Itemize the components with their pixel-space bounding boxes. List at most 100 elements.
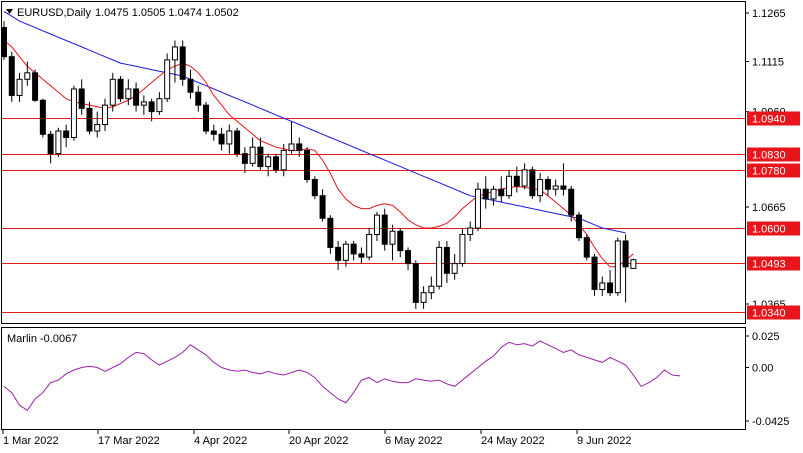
candle-body-25	[195, 91, 202, 106]
candle-body-23	[179, 46, 186, 80]
level-label-1: 1.0830	[752, 150, 786, 162]
candle-body-27	[210, 130, 217, 135]
indicator-tick-label-2: -0.0425	[752, 416, 789, 428]
price-tick-label-0: 1.1265	[752, 8, 786, 20]
candlestick-series	[1, 21, 637, 309]
candle-body-68	[529, 169, 536, 197]
level-label-box-1	[747, 147, 800, 162]
candle-body-18	[140, 101, 147, 106]
candle-body-43	[335, 246, 342, 261]
indicator-axis: 0.025 0.00 -0.0425	[745, 331, 789, 428]
candle-body-54	[420, 292, 427, 303]
time-tick-label-6: 9 Jun 2022	[577, 435, 631, 447]
candle-body-31	[241, 153, 248, 164]
candle-body-2	[16, 78, 23, 96]
time-tick-label-0: 1 Mar 2022	[3, 435, 59, 447]
candle-body-64	[498, 188, 505, 197]
level-label-5: 1.0340	[752, 308, 786, 320]
level-label-box-2	[747, 163, 800, 178]
candle-body-59	[459, 233, 466, 265]
candle-body-6	[47, 133, 54, 155]
candle-body-47	[366, 233, 373, 258]
candle-body-63	[490, 188, 497, 200]
time-tick-label-5: 24 May 2022	[481, 435, 545, 447]
candle-body-42	[327, 217, 334, 248]
candle-body-22	[171, 46, 178, 61]
price-tick-label-1: 1.1115	[752, 57, 784, 69]
candle-body-45	[350, 243, 357, 255]
chart-menu-triangle-icon[interactable]	[6, 9, 13, 14]
chart-header: EURUSD,Daily 1.0475 1.0505 1.0474 1.0502	[6, 7, 239, 19]
support-resistance-levels	[2, 118, 745, 313]
candle-body-57	[443, 246, 450, 274]
time-axis: 1 Mar 2022 17 Mar 2022 4 Apr 2022 20 Apr 20…	[2, 430, 631, 447]
candle-body-19	[148, 101, 155, 113]
level-label-2: 1.0780	[752, 166, 786, 178]
time-tick-label-2: 4 Apr 2022	[194, 435, 247, 447]
marlin-oscillator-line	[3, 340, 681, 411]
candle-body-20	[156, 98, 163, 113]
indicator-tick-label-1: 0.00	[752, 362, 773, 374]
indicator-tick-label-0: 0.025	[752, 331, 780, 343]
candle-body-11	[86, 107, 93, 132]
candle-body-0	[1, 27, 7, 58]
candle-body-76	[591, 256, 598, 290]
indicator-frame	[1, 327, 746, 430]
candle-body-28	[218, 133, 225, 145]
candle-body-51	[397, 230, 404, 252]
candle-body-35	[272, 156, 279, 171]
candle-body-16	[125, 88, 132, 100]
candle-body-38	[296, 143, 303, 151]
candle-body-17	[133, 88, 140, 106]
candle-body-74	[575, 214, 582, 239]
candle-body-62	[482, 188, 489, 200]
candle-body-52	[405, 250, 412, 265]
candle-body-32	[249, 146, 256, 164]
candle-body-72	[560, 185, 567, 190]
candle-body-37	[288, 143, 295, 151]
symbol-timeframe: EURUSD,Daily	[17, 7, 91, 19]
candle-body-21	[164, 59, 171, 100]
candle-body-71	[552, 185, 559, 190]
candle-body-66	[513, 175, 520, 187]
candle-body-80	[622, 240, 629, 268]
candle-body-73	[568, 188, 575, 216]
level-label-0: 1.0940	[752, 114, 786, 126]
candle-body-50	[389, 230, 396, 245]
candle-body-56	[436, 246, 443, 287]
candle-body-48	[373, 214, 380, 235]
candle-body-33	[257, 146, 264, 168]
candle-body-40	[311, 179, 318, 197]
candle-body-30	[234, 130, 241, 155]
time-tick-label-1: 17 Mar 2022	[98, 435, 160, 447]
main-chart-frame	[1, 1, 746, 324]
candle-body-24	[187, 78, 194, 93]
candle-body-39	[304, 149, 311, 181]
candle-body-34	[265, 156, 272, 168]
price-tick-label-3: 1.0665	[752, 202, 786, 214]
candle-body-61	[474, 188, 481, 229]
candle-body-60	[467, 227, 474, 235]
indicator-label: Marlin -0.0067	[7, 333, 77, 345]
candle-body-4	[32, 72, 39, 101]
candle-body-5	[39, 99, 46, 135]
candle-body-13	[102, 104, 109, 126]
candle-body-10	[78, 88, 85, 109]
candle-body-3	[24, 72, 31, 80]
candle-body-9	[70, 88, 77, 138]
candle-body-79	[614, 240, 621, 294]
time-tick-label-4: 6 May 2022	[385, 435, 442, 447]
slow-moving-average-line	[3, 10, 626, 234]
ohlc-values: 1.0475 1.0505 1.0474 1.0502	[95, 7, 239, 19]
fast-moving-average-line	[3, 40, 634, 268]
candle-body-55	[428, 285, 435, 294]
candle-body-78	[607, 282, 614, 294]
candle-body-36	[280, 149, 287, 171]
candle-body-81	[630, 259, 637, 269]
candle-body-75	[583, 237, 590, 258]
time-tick-label-3: 20 Apr 2022	[289, 435, 348, 447]
candle-body-7	[55, 130, 62, 155]
level-label-box-5	[747, 305, 800, 320]
level-label-3: 1.0600	[752, 224, 786, 236]
